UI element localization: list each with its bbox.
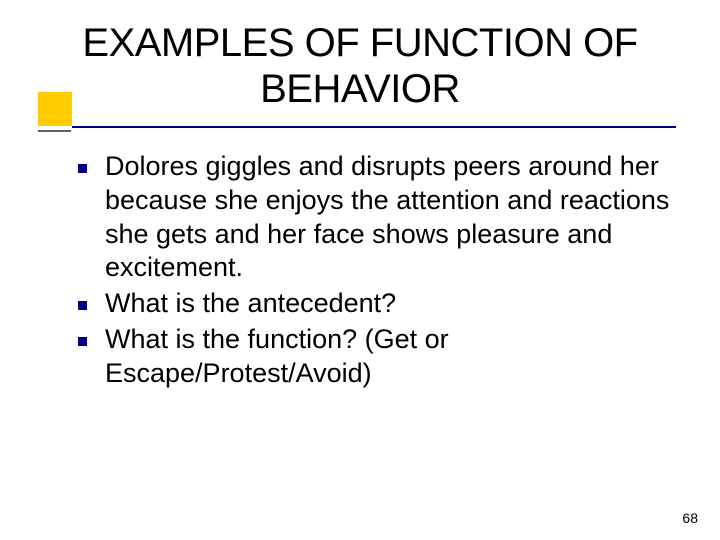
slide-title: EXAMPLES OF FUNCTION OF BEHAVIOR xyxy=(0,20,720,112)
title-rule-long xyxy=(72,126,676,128)
title-line-1: EXAMPLES OF FUNCTION OF xyxy=(82,21,637,65)
list-item: What is the function? (Get or Escape/Pro… xyxy=(78,323,672,391)
title-line-2: BEHAVIOR xyxy=(260,67,460,111)
square-bullet-icon xyxy=(78,301,87,310)
list-item-text: Dolores giggles and disrupts peers aroun… xyxy=(105,150,672,285)
title-rule-short xyxy=(38,130,71,132)
square-bullet-icon xyxy=(78,337,87,346)
page-number: 68 xyxy=(682,510,698,526)
slide: EXAMPLES OF FUNCTION OF BEHAVIOR Dolores… xyxy=(0,0,720,540)
list-item-text: What is the function? (Get or Escape/Pro… xyxy=(105,323,672,391)
square-bullet-icon xyxy=(78,164,87,173)
title-block: EXAMPLES OF FUNCTION OF BEHAVIOR xyxy=(0,20,720,112)
list-item: What is the antecedent? xyxy=(78,287,672,321)
body-content: Dolores giggles and disrupts peers aroun… xyxy=(78,150,672,392)
list-item: Dolores giggles and disrupts peers aroun… xyxy=(78,150,672,285)
list-item-text: What is the antecedent? xyxy=(105,287,396,321)
accent-square-icon xyxy=(38,92,72,126)
